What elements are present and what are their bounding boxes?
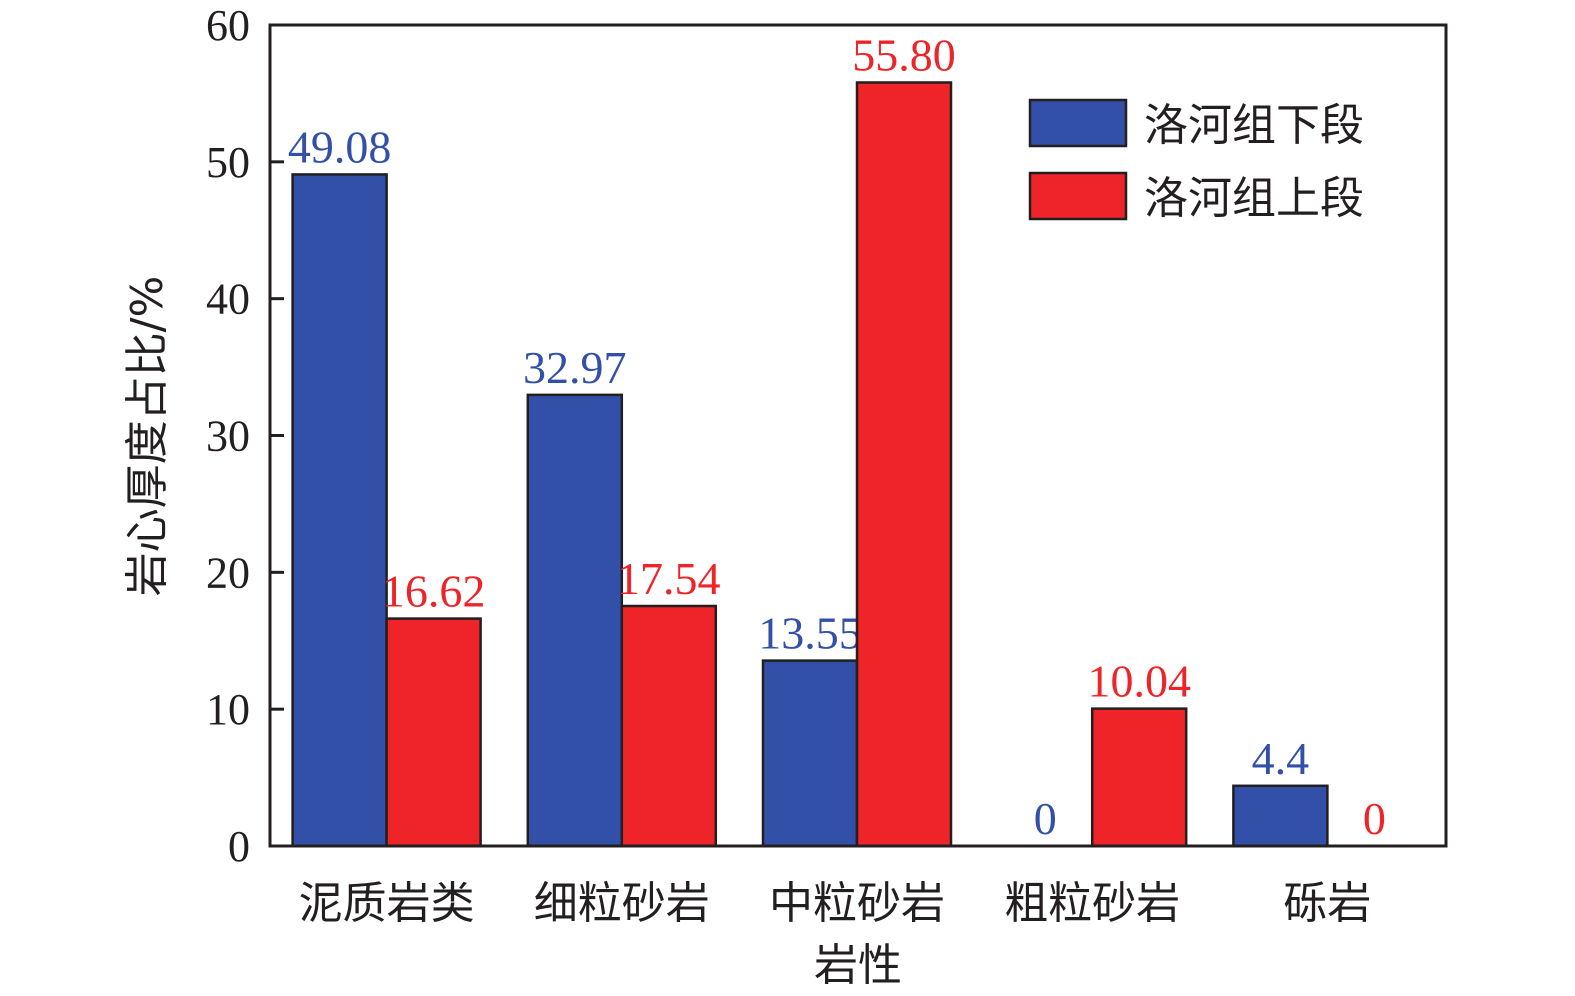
y-tick-label: 10 — [206, 685, 250, 734]
y-tick-label: 50 — [206, 138, 250, 187]
bar-series-1 — [526, 393, 624, 848]
bar-series-2 — [1090, 707, 1188, 848]
data-label: 13.55 — [758, 608, 862, 659]
data-label: 10.04 — [1087, 656, 1191, 707]
y-axis-title: 岩心厚度占比/% — [122, 276, 173, 597]
y-tick-label: 60 — [206, 1, 250, 50]
bar-series-1 — [291, 173, 388, 848]
y-tick-label: 0 — [228, 822, 250, 871]
legend-swatch — [1028, 98, 1128, 148]
legend-label: 洛河组下段 — [1144, 100, 1364, 151]
data-label: 4.4 — [1252, 733, 1310, 784]
plot-frame — [268, 23, 1448, 848]
y-tick-label: 20 — [206, 548, 250, 597]
data-label: 17.54 — [617, 553, 721, 604]
x-tick-label: 细粒砂岩 — [534, 878, 710, 929]
data-label: 16.62 — [382, 566, 486, 617]
x-tick-label: 砾岩 — [1283, 878, 1371, 929]
legend-swatch — [1028, 171, 1128, 221]
bar-series-1 — [1232, 784, 1329, 848]
y-tick-label: 30 — [206, 412, 250, 461]
x-tick-label: 粗粒砂岩 — [1004, 878, 1180, 929]
data-label: 0 — [1034, 793, 1057, 844]
y-axis-ticks: 0 10 20 30 40 50 60 — [206, 1, 284, 871]
chart-marks: 49.08 16.62 32.97 17.54 13.55 55.80 0 10.04 4.4 0 — [288, 29, 1386, 848]
y-tick-label: 40 — [206, 275, 250, 324]
x-tick-label: 中粒砂岩 — [769, 878, 945, 929]
x-axis-title: 岩性 — [814, 940, 902, 991]
x-tick-label: 泥质岩类 — [299, 878, 475, 929]
bar-series-1 — [761, 659, 859, 848]
data-label: 49.08 — [288, 121, 392, 172]
x-axis-ticks: 泥质岩类 细粒砂岩 中粒砂岩 粗粒砂岩 砾岩 — [299, 878, 1372, 929]
bar-series-2 — [385, 617, 482, 848]
data-label: 32.97 — [523, 342, 627, 393]
data-label: 0 — [1363, 793, 1386, 844]
data-label: 55.80 — [852, 29, 956, 80]
bar-series-2 — [855, 81, 953, 848]
legend-label: 洛河组上段 — [1144, 173, 1364, 224]
bar-series-2 — [620, 604, 718, 848]
